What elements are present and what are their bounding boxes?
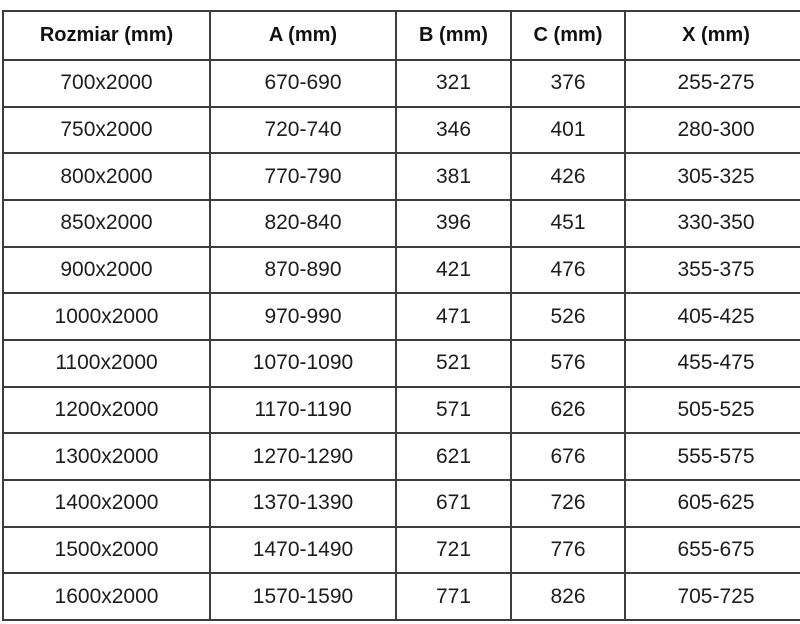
table-cell: 826 — [510, 572, 626, 621]
table-cell: 421 — [395, 245, 512, 295]
table-cell: 700x2000 — [2, 59, 211, 108]
header-row: Rozmiar (mm) A (mm) B (mm) C (mm) X (mm) — [2, 10, 800, 61]
table-cell: 346 — [395, 105, 512, 155]
table-cell: 800x2000 — [2, 152, 211, 201]
table-cell: 726 — [510, 478, 626, 528]
table-cell: 850x2000 — [2, 198, 211, 248]
table-cell: 900x2000 — [2, 245, 211, 295]
table-row: 850x2000 820-840 396 451 330-350 — [2, 198, 800, 248]
table-cell: 505-525 — [624, 385, 800, 435]
size-table-body: 700x2000 670-690 321 376 255-275 750x2000 720-… — [2, 59, 800, 621]
table-cell: 1200x2000 — [2, 385, 211, 435]
table-cell: 771 — [395, 572, 512, 621]
table-cell: 426 — [510, 152, 626, 201]
table-cell: 521 — [395, 338, 512, 388]
table-row: 700x2000 670-690 321 376 255-275 — [2, 59, 800, 108]
table-cell: 305-325 — [624, 152, 800, 201]
table-cell: 396 — [395, 198, 512, 248]
size-table-container: Rozmiar (mm) A (mm) B (mm) C (mm) X (mm) 700… — [2, 10, 800, 621]
table-row: 1000x2000 970-990 471 526 405-425 — [2, 292, 800, 341]
size-table: Rozmiar (mm) A (mm) B (mm) C (mm) X (mm) 700… — [2, 10, 800, 621]
table-cell: 451 — [510, 198, 626, 248]
table-cell: 970-990 — [209, 292, 397, 341]
table-cell: 1600x2000 — [2, 572, 211, 621]
column-header: C (mm) — [510, 10, 626, 61]
table-cell: 401 — [510, 105, 626, 155]
column-header: B (mm) — [395, 10, 512, 61]
table-cell: 321 — [395, 59, 512, 108]
table-cell: 455-475 — [624, 338, 800, 388]
table-row: 1200x2000 1170-1190 571 626 505-525 — [2, 385, 800, 435]
table-cell: 605-625 — [624, 478, 800, 528]
table-cell: 750x2000 — [2, 105, 211, 155]
table-cell: 1270-1290 — [209, 432, 397, 481]
table-cell: 621 — [395, 432, 512, 481]
table-cell: 355-375 — [624, 245, 800, 295]
table-cell: 405-425 — [624, 292, 800, 341]
table-cell: 555-575 — [624, 432, 800, 481]
table-cell: 526 — [510, 292, 626, 341]
table-cell: 1370-1390 — [209, 478, 397, 528]
size-table-head: Rozmiar (mm) A (mm) B (mm) C (mm) X (mm) — [2, 10, 800, 61]
table-row: 1500x2000 1470-1490 721 776 655-675 — [2, 525, 800, 575]
table-cell: 670-690 — [209, 59, 397, 108]
table-cell: 671 — [395, 478, 512, 528]
table-row: 1400x2000 1370-1390 671 726 605-625 — [2, 478, 800, 528]
table-cell: 1500x2000 — [2, 525, 211, 575]
table-cell: 1070-1090 — [209, 338, 397, 388]
table-row: 1300x2000 1270-1290 621 676 555-575 — [2, 432, 800, 481]
table-cell: 655-675 — [624, 525, 800, 575]
table-row: 1100x2000 1070-1090 521 576 455-475 — [2, 338, 800, 388]
table-cell: 1570-1590 — [209, 572, 397, 621]
table-cell: 1300x2000 — [2, 432, 211, 481]
table-cell: 1000x2000 — [2, 292, 211, 341]
table-cell: 721 — [395, 525, 512, 575]
table-cell: 471 — [395, 292, 512, 341]
table-cell: 820-840 — [209, 198, 397, 248]
table-cell: 381 — [395, 152, 512, 201]
table-row: 750x2000 720-740 346 401 280-300 — [2, 105, 800, 155]
table-cell: 1170-1190 — [209, 385, 397, 435]
table-cell: 720-740 — [209, 105, 397, 155]
column-header: A (mm) — [209, 10, 397, 61]
table-cell: 330-350 — [624, 198, 800, 248]
column-header: Rozmiar (mm) — [2, 10, 211, 61]
table-cell: 676 — [510, 432, 626, 481]
table-cell: 476 — [510, 245, 626, 295]
table-cell: 280-300 — [624, 105, 800, 155]
table-cell: 255-275 — [624, 59, 800, 108]
table-cell: 1470-1490 — [209, 525, 397, 575]
table-cell: 1100x2000 — [2, 338, 211, 388]
table-cell: 576 — [510, 338, 626, 388]
table-cell: 1400x2000 — [2, 478, 211, 528]
table-cell: 770-790 — [209, 152, 397, 201]
table-cell: 376 — [510, 59, 626, 108]
table-cell: 776 — [510, 525, 626, 575]
table-cell: 626 — [510, 385, 626, 435]
column-header: X (mm) — [624, 10, 800, 61]
table-row: 800x2000 770-790 381 426 305-325 — [2, 152, 800, 201]
table-row: 1600x2000 1570-1590 771 826 705-725 — [2, 572, 800, 621]
table-cell: 705-725 — [624, 572, 800, 621]
table-cell: 571 — [395, 385, 512, 435]
table-row: 900x2000 870-890 421 476 355-375 — [2, 245, 800, 295]
table-cell: 870-890 — [209, 245, 397, 295]
